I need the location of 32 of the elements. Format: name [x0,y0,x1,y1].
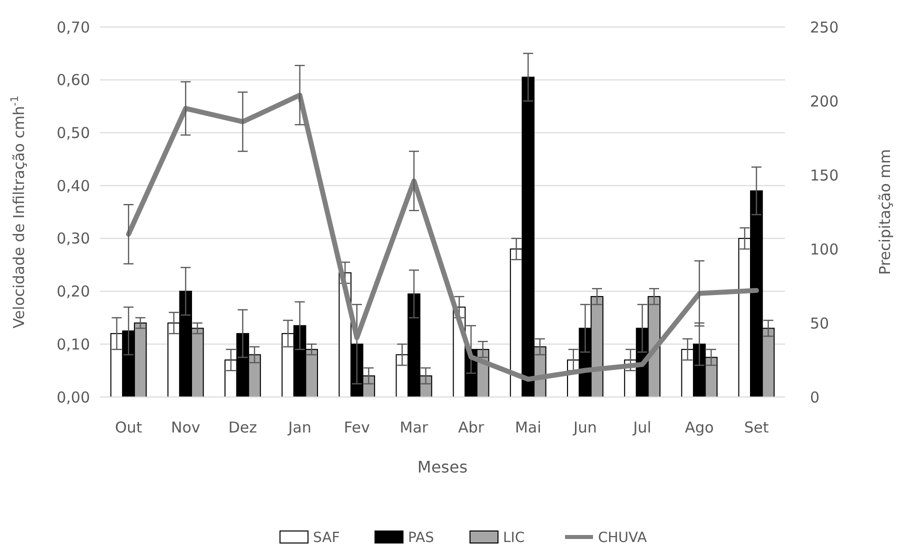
y-tick-label: 0,20 [56,282,90,301]
y2-tick-label: 150 [810,166,839,184]
y-tick-label: 0,10 [56,335,90,354]
x-tick-label: Dez [228,418,258,436]
x-tick-label: Mai [514,418,542,436]
y-tick-label: 0,40 [56,176,90,195]
y-tick-label: 0,00 [56,388,90,406]
x-tick-label: Set [744,418,769,436]
legend-label: LIC [503,530,525,546]
x-tick-label: Jan [287,418,312,436]
y-tick-label: 0,60 [56,71,90,90]
y2-tick-label: 200 [810,92,839,110]
x-tick-label: Fev [344,418,370,436]
x-tick-label: Nov [170,418,200,436]
y2-tick-label: 100 [810,240,839,258]
x-tick-label: Abr [458,418,485,436]
legend-label: CHUVA [598,530,648,546]
x-tick-label: Jun [572,418,597,436]
y2-tick-label: 50 [810,314,830,332]
y-tick-label: 0,30 [56,230,90,248]
y2-tick-label: 250 [810,18,839,36]
x-tick-label: Jul [632,418,652,436]
x-axis-title: Meses [417,458,468,477]
y-tick-label: 0,50 [56,124,90,142]
y2-tick-label: 0 [810,388,820,406]
x-tick-label: Out [114,418,142,436]
y2-axis-title: Precipitação mm [876,149,894,275]
x-tick-label: Ago [684,418,714,436]
x-tick-label: Mar [400,418,429,436]
legend-label: PAS [408,530,434,546]
y-tick-label: 0,70 [56,18,90,36]
legend-label: SAF [313,530,340,546]
